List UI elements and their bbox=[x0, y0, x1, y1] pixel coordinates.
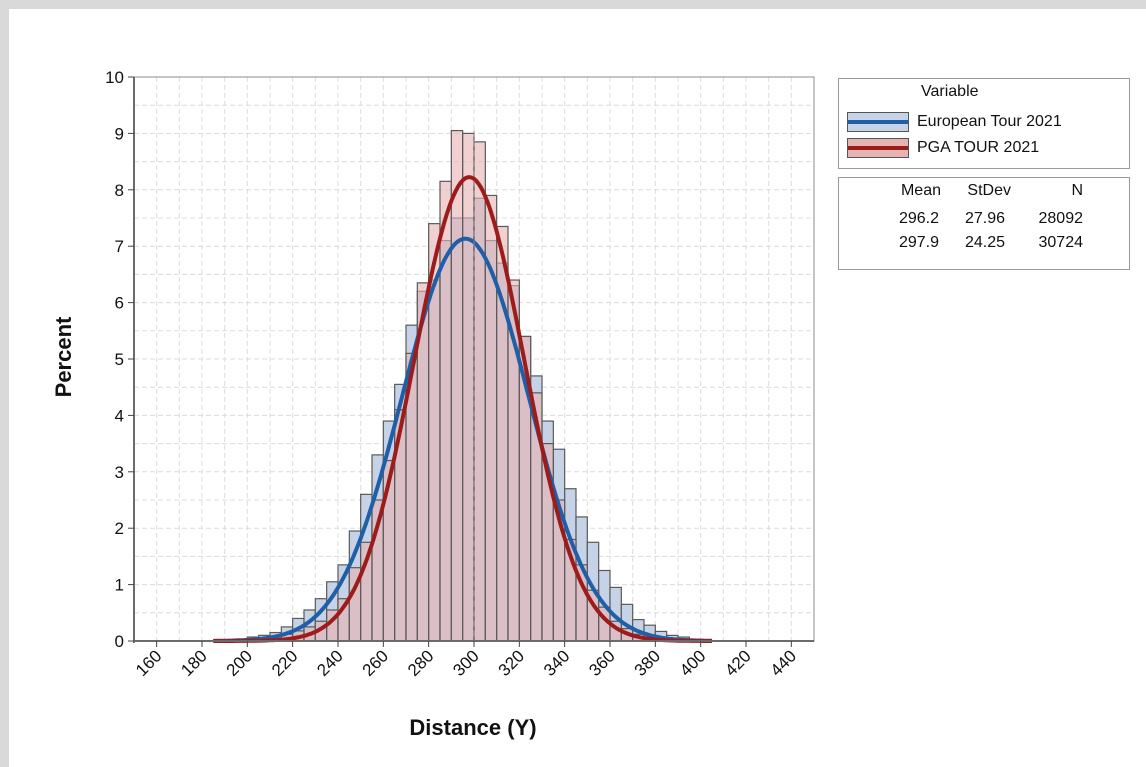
y-tick-label: 2 bbox=[115, 519, 124, 538]
axes bbox=[128, 76, 815, 647]
legend-item-pga-tour: PGA TOUR 2021 bbox=[847, 137, 1039, 159]
histogram-bar bbox=[462, 132, 475, 642]
legend-label-european-tour: European Tour 2021 bbox=[917, 113, 1062, 130]
histogram-bar bbox=[450, 129, 464, 642]
legend-swatch-pga-tour bbox=[847, 138, 909, 158]
x-tick-label: 200 bbox=[223, 646, 256, 679]
stats-header-mean: Mean bbox=[900, 182, 941, 199]
x-tick-label: 160 bbox=[132, 646, 165, 679]
stats-stdev: 27.96 bbox=[964, 210, 1005, 227]
stats-mean: 296.2 bbox=[898, 210, 939, 227]
legend-swatch-european-tour bbox=[847, 112, 909, 132]
x-tick-label: 220 bbox=[268, 646, 301, 679]
histogram-bar bbox=[473, 141, 486, 642]
legend-label-pga-tour: PGA TOUR 2021 bbox=[917, 139, 1040, 156]
x-tick-label: 260 bbox=[359, 646, 392, 679]
histogram-chart: 0 1 2 3 4 5 6 7 8 9 10 160 180 200 220 240 260 280 300 320 3… bbox=[51, 68, 815, 740]
legend: Variable European Tour 2021 PGA TOUR 202… bbox=[838, 78, 1130, 169]
y-axis-label: Percent bbox=[51, 316, 76, 397]
chart-frame: 0 1 2 3 4 5 6 7 8 9 10 160 180 200 220 240 260 280 300 320 3… bbox=[9, 9, 1146, 767]
x-tick-label: 400 bbox=[676, 646, 709, 679]
x-tick-label: 360 bbox=[585, 646, 618, 679]
x-tick-label: 320 bbox=[495, 646, 528, 679]
x-tick-label: 240 bbox=[313, 646, 346, 679]
y-tick-label: 8 bbox=[115, 181, 124, 200]
legend-item-european-tour: European Tour 2021 bbox=[847, 111, 1062, 133]
normal-fit-curves bbox=[213, 130, 712, 643]
stats-header-stdev: StDev bbox=[967, 182, 1011, 199]
y-tick-label: 0 bbox=[115, 632, 124, 651]
y-tick-label: 6 bbox=[115, 294, 124, 313]
x-axis-label: Distance (Y) bbox=[409, 715, 536, 740]
y-tick-label: 9 bbox=[115, 124, 124, 143]
x-tick-label: 300 bbox=[449, 646, 482, 679]
x-tick-label: 340 bbox=[540, 646, 573, 679]
y-tick-label: 7 bbox=[115, 237, 124, 256]
y-tick-label: 1 bbox=[115, 576, 124, 595]
stats-stdev: 24.25 bbox=[964, 234, 1005, 251]
y-tick-label: 10 bbox=[105, 68, 124, 87]
fit-curve-line bbox=[213, 236, 712, 643]
x-tick-label: 280 bbox=[404, 646, 437, 679]
y-tick-label: 3 bbox=[115, 463, 124, 482]
stats-n: 28092 bbox=[1038, 210, 1084, 227]
x-tick-label: 380 bbox=[631, 646, 664, 679]
x-tick-label: 180 bbox=[177, 646, 210, 679]
y-tick-label: 5 bbox=[115, 350, 124, 369]
y-tick-label: 4 bbox=[115, 406, 124, 425]
stats-header-n: N bbox=[1071, 182, 1083, 199]
histogram-bars bbox=[235, 129, 702, 642]
stats-mean: 297.9 bbox=[898, 234, 939, 251]
fit-curve-line bbox=[213, 175, 712, 643]
x-tick-label: 420 bbox=[721, 646, 754, 679]
x-tick-label: 440 bbox=[767, 646, 800, 679]
legend-title: Variable bbox=[921, 83, 979, 100]
stats-n: 30724 bbox=[1038, 234, 1084, 251]
legend-stats-table: Mean StDev N 296.2 27.96 28092 297.9 24.… bbox=[838, 177, 1130, 270]
